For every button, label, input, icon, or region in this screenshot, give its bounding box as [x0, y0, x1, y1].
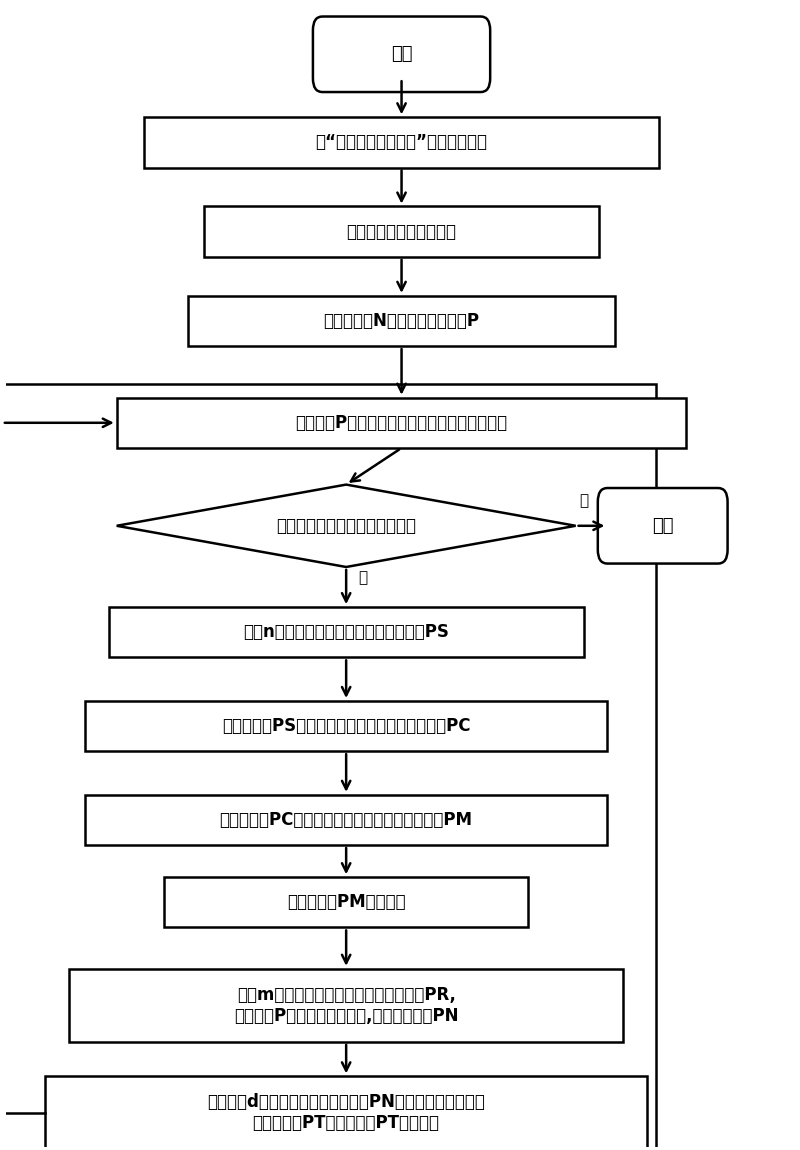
Bar — [117, 398, 686, 448]
Text: 用“无向双连通多重图”表示模拟电路: 用“无向双连通多重图”表示模拟电路 — [315, 133, 487, 152]
Text: 对临时种群PS中的个体进行克隆，形成克隆种群PC: 对临时种群PS中的个体进行克隆，形成克隆种群PC — [222, 718, 470, 735]
FancyBboxPatch shape — [598, 488, 727, 564]
Bar — [109, 607, 583, 658]
Bar — [85, 795, 607, 845]
Text: 判断是否生成满足功能的电路？: 判断是否生成满足功能的电路？ — [276, 516, 416, 535]
Text: 对变异种群PM进行评估: 对变异种群PM进行评估 — [287, 894, 406, 911]
Bar — [0, 384, 656, 1150]
Text: 选择n个亲和力高的个体，形成临时种群PS: 选择n个亲和力高的个体，形成临时种群PS — [243, 623, 449, 642]
Bar — [69, 968, 623, 1042]
Text: 随机产生化N个个体，形成种群P: 随机产生化N个个体，形成种群P — [323, 312, 479, 330]
Bar — [164, 877, 528, 928]
Text: 设定模拟电路的功能参数: 设定模拟电路的功能参数 — [346, 223, 457, 240]
FancyBboxPatch shape — [313, 16, 490, 92]
Text: 开始: 开始 — [391, 45, 412, 63]
Text: 选择m个亲和力高的个体，形成重选种群PR,
替换种群P中亲和力低的个体,形成次新种群PN: 选择m个亲和力高的个体，形成重选种群PR, 替换种群P中亲和力低的个体,形成次新… — [234, 986, 458, 1025]
Polygon shape — [117, 484, 576, 567]
Text: 否: 否 — [358, 570, 367, 585]
Text: 随机生成d个新的个体，替换新种群PN中亲和力低的个体，
形成新种群PT，对新种群PT进行评估: 随机生成d个新的个体，替换新种群PN中亲和力低的个体， 形成新种群PT，对新种群… — [207, 1094, 485, 1133]
Bar — [144, 117, 658, 168]
Text: 是: 是 — [580, 493, 589, 508]
Bar — [188, 296, 615, 346]
Text: 结束: 结束 — [652, 516, 674, 535]
Bar — [85, 700, 607, 751]
Bar — [46, 1076, 647, 1150]
Text: 评估种群P中所有个体所表示的模拟电路的性能: 评估种群P中所有个体所表示的模拟电路的性能 — [295, 414, 508, 431]
Text: 对克隆种群PC中的个体进行修改，形成变异种群PM: 对克隆种群PC中的个体进行修改，形成变异种群PM — [220, 811, 473, 829]
Bar — [204, 207, 599, 256]
